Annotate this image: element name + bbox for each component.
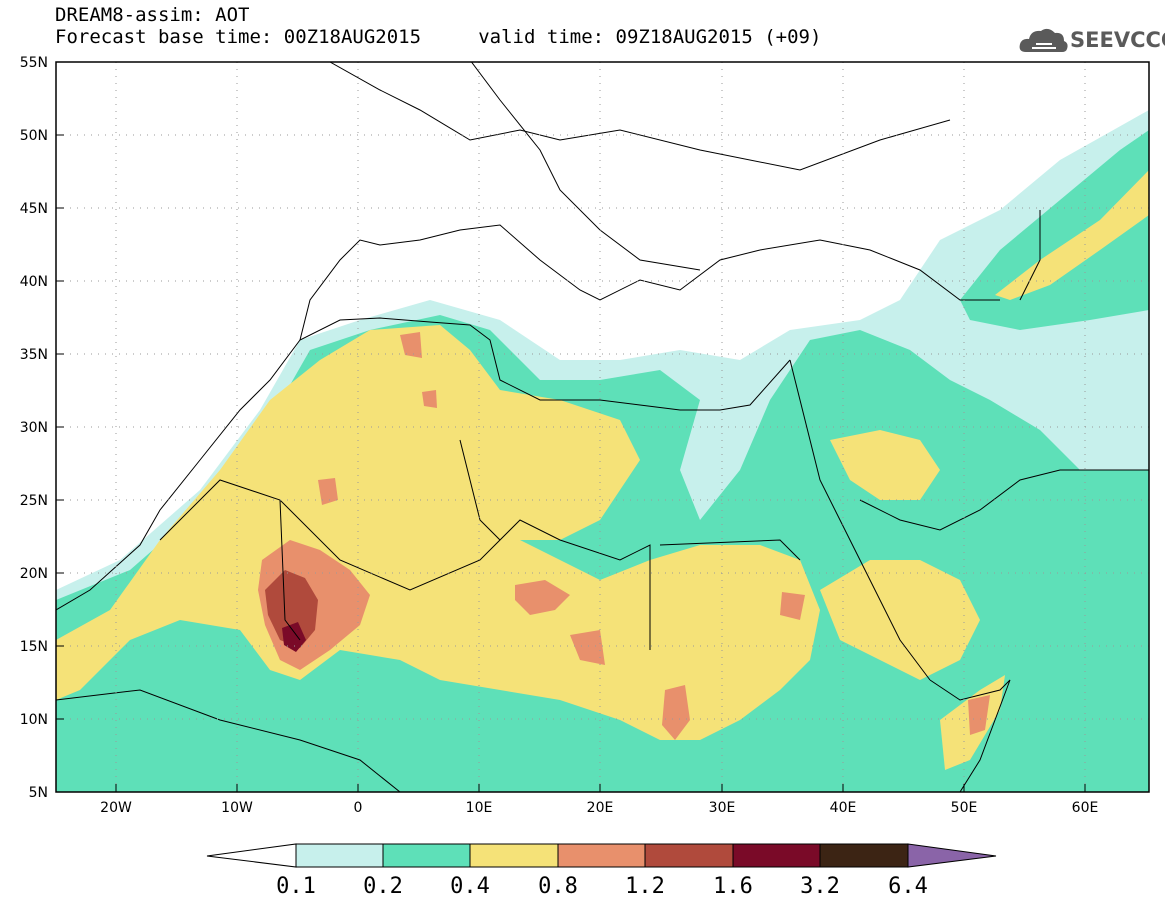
- lon-label: 50E: [951, 800, 978, 816]
- colorbar-label: 0.1: [276, 874, 316, 899]
- coastlines-borders: [56, 62, 1149, 792]
- aot-band-0.4-caspian: [995, 170, 1149, 300]
- aot-band-0.8-somalia: [968, 695, 990, 735]
- colorbar-over-triangle: [907, 843, 997, 868]
- colorbar-label: 0.2: [363, 874, 403, 899]
- map-title: DREAM8-assim: AOT: [55, 4, 250, 26]
- lat-label: 25N: [20, 493, 48, 509]
- aot-band-0.8-algeria: [318, 478, 338, 505]
- colorbar-under-triangle: [206, 843, 297, 868]
- lat-label: 40N: [20, 274, 48, 290]
- lon-label: 0: [354, 800, 363, 816]
- aot-band-0.8-sudan: [662, 685, 690, 740]
- colorbar-swatch: [732, 843, 821, 868]
- lon-label: 30E: [709, 800, 736, 816]
- lat-label: 35N: [20, 347, 48, 363]
- cloud-icon: [1019, 28, 1068, 52]
- longitude-labels: 20W 10W 0 10E 20E 30E 40E 50E 60E: [100, 800, 1098, 816]
- aot-band-0.8-algeria3: [422, 390, 437, 408]
- aot-band-0.4-arabia: [830, 430, 940, 500]
- colorbar-label: 1.6: [713, 874, 753, 899]
- aot-band-0.8-chad: [515, 580, 570, 615]
- colorbar-label: 6.4: [888, 874, 928, 899]
- colorbar-labels: 0.1 0.2 0.4 0.8 1.2 1.6 3.2 6.4: [276, 874, 928, 899]
- lon-label: 40E: [830, 800, 857, 816]
- aot-band-0.2-caspian: [960, 130, 1149, 330]
- lat-label: 50N: [20, 128, 48, 144]
- aot-band-0.8-eritrea: [780, 592, 805, 620]
- colorbar-label: 1.2: [625, 874, 665, 899]
- colorbar-swatch: [295, 843, 384, 868]
- colorbar-label: 3.2: [800, 874, 840, 899]
- colorbar-swatch: [469, 843, 559, 868]
- graticule: [56, 62, 1149, 792]
- aot-band-0.2-arabia: [1000, 470, 1149, 792]
- lat-label: 55N: [20, 55, 48, 71]
- aot-band-0.4-sudan: [820, 560, 980, 680]
- lat-label: 20N: [20, 566, 48, 582]
- logo-text: SEEVCCC: [1070, 28, 1165, 52]
- lon-label: 10E: [466, 800, 493, 816]
- lat-label: 15N: [20, 639, 48, 655]
- lat-label: 30N: [20, 420, 48, 436]
- colorbar-swatch: [644, 843, 734, 868]
- colorbar-swatch: [557, 843, 646, 868]
- colorbar-swatch: [819, 843, 909, 868]
- lon-label: 60E: [1072, 800, 1099, 816]
- aot-band-0.4: [56, 325, 820, 740]
- seevccc-logo: SEEVCCC: [1018, 22, 1165, 58]
- colorbar-swatch: [382, 843, 471, 868]
- lon-label: 20W: [100, 800, 132, 816]
- lat-label: 10N: [20, 712, 48, 728]
- aot-band-0.8-chad2: [570, 630, 605, 665]
- colorbar: [206, 843, 997, 868]
- axis-ticks: [56, 61, 1086, 792]
- latitude-labels: 55N 50N 45N 40N 35N 30N 25N 20N 15N 10N …: [20, 55, 48, 801]
- lon-label: 20E: [587, 800, 614, 816]
- aot-band-0.8-algeria2: [400, 332, 422, 358]
- colorbar-label: 0.4: [450, 874, 490, 899]
- lon-label: 10W: [221, 800, 253, 816]
- aot-band-1.6: [282, 622, 306, 652]
- map-subtitle: Forecast base time: 00Z18AUG2015 valid t…: [55, 26, 822, 48]
- colorbar-label: 0.8: [538, 874, 578, 899]
- aot-band-1.2: [265, 570, 318, 648]
- lat-label: 45N: [20, 201, 48, 217]
- lat-label: 5N: [29, 785, 48, 801]
